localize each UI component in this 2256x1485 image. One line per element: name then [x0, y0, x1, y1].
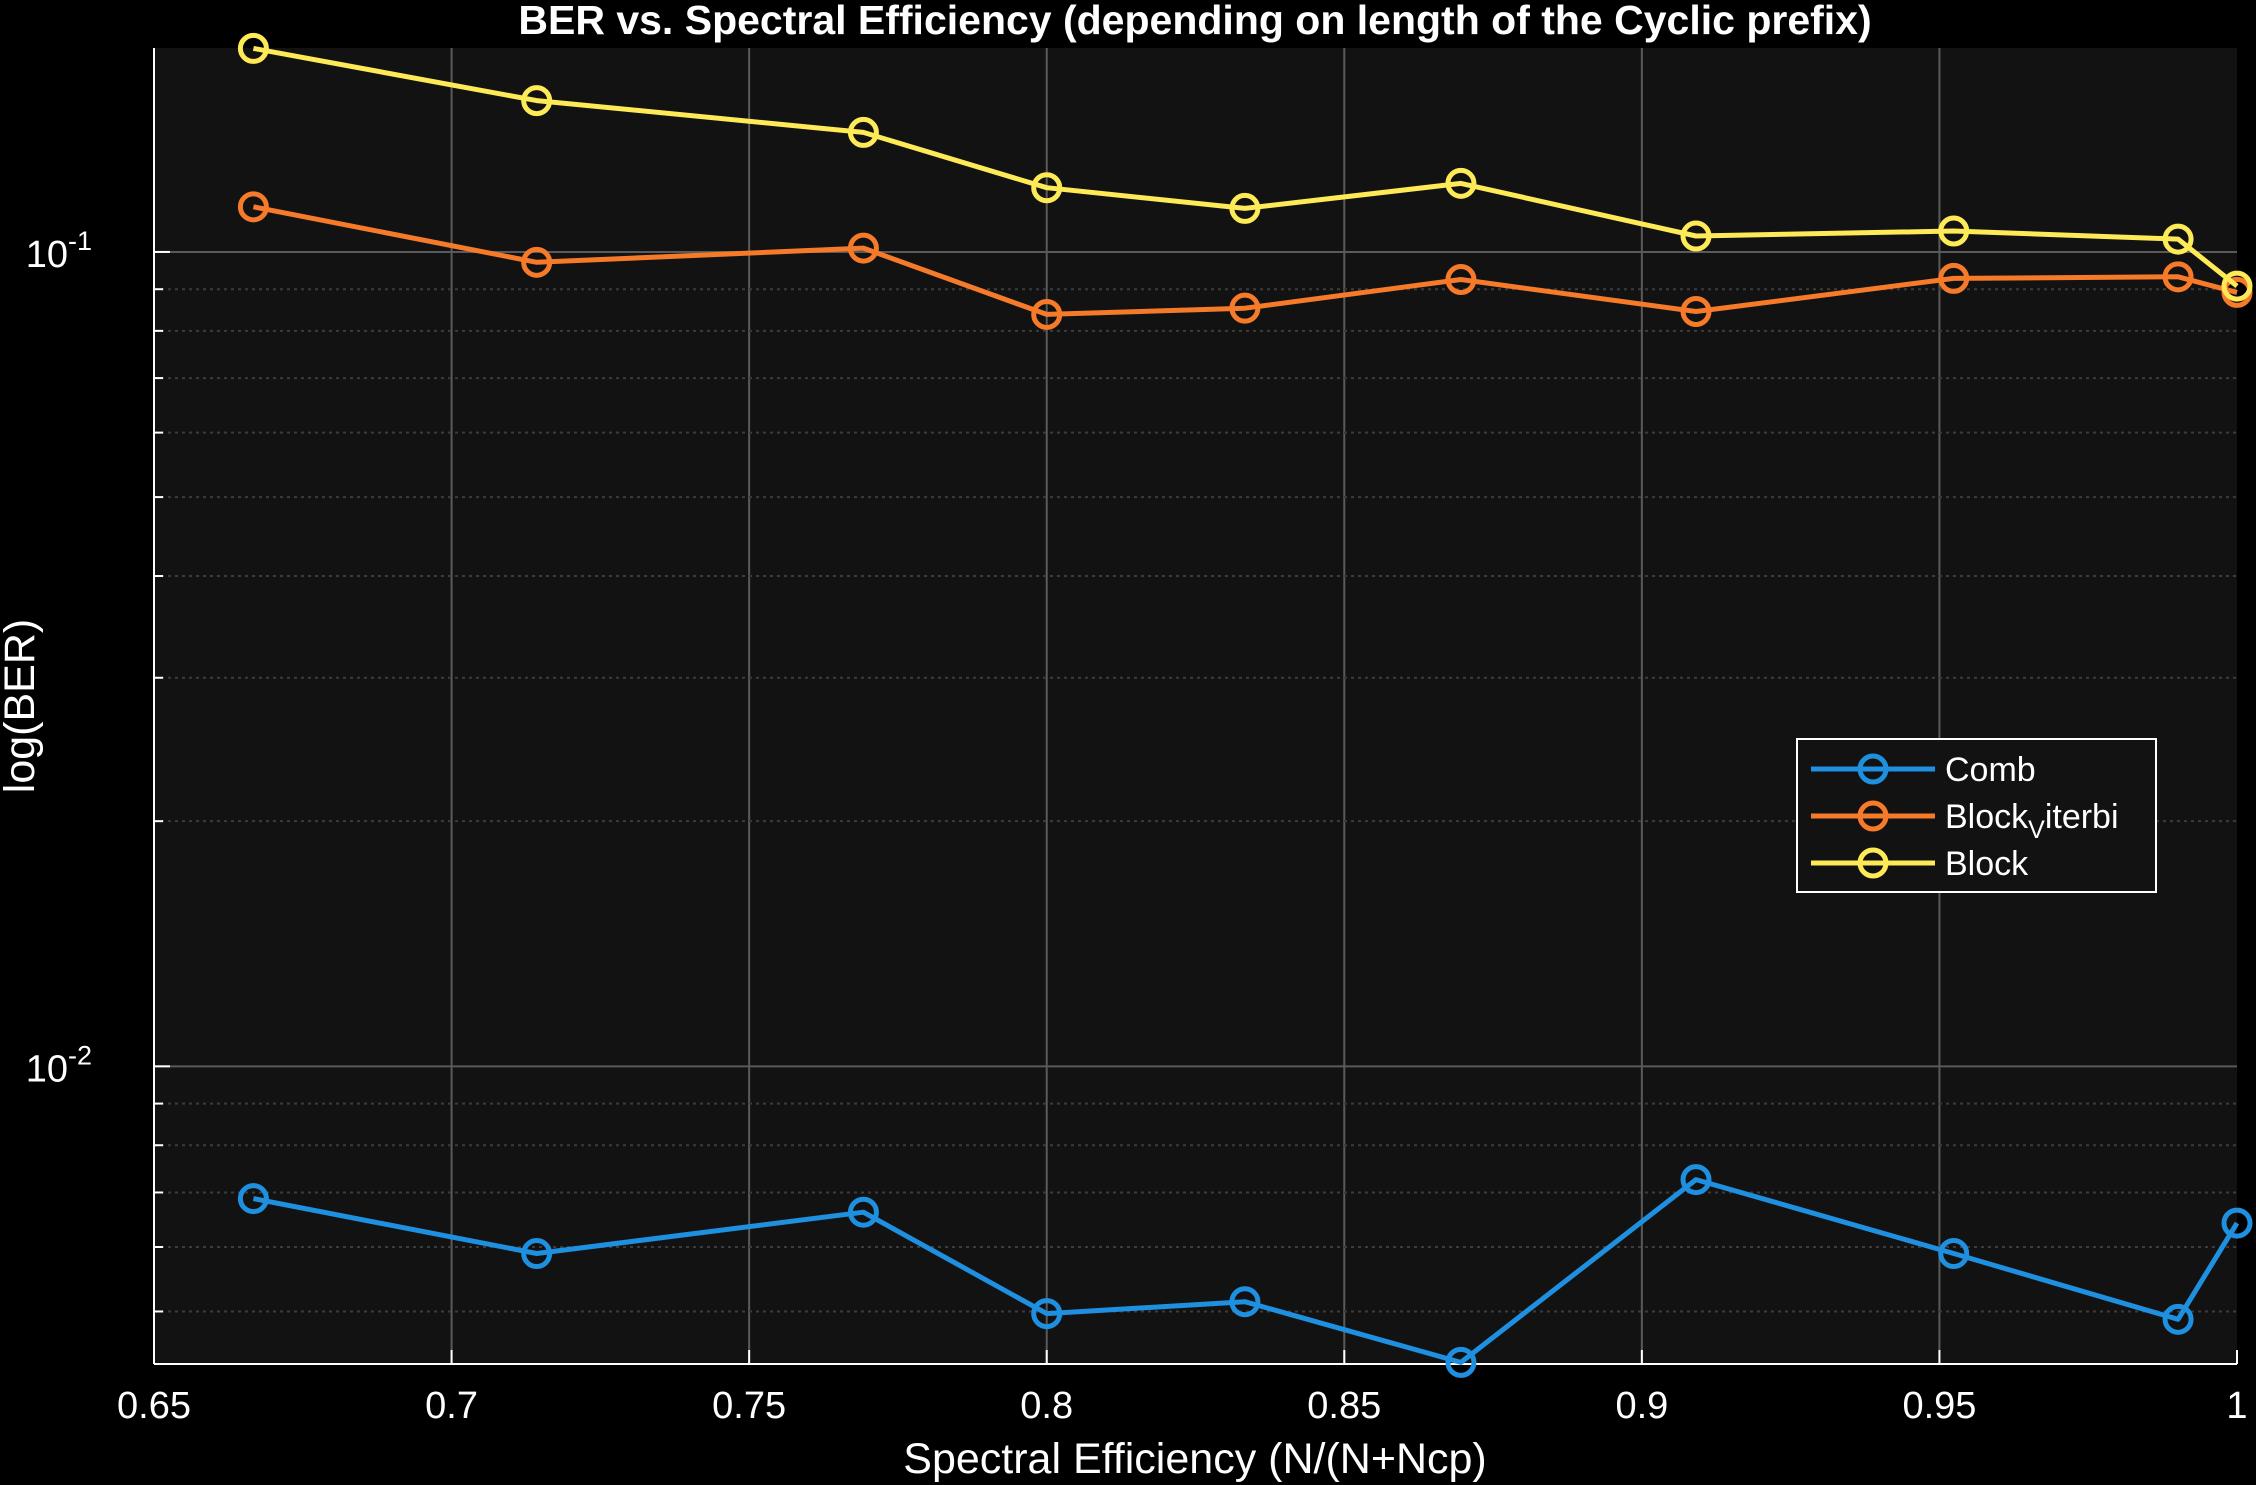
legend-marker	[1857, 800, 1889, 832]
data-point	[237, 1183, 269, 1215]
chart-title: BER vs. Spectral Efficiency (depending o…	[518, 0, 1871, 43]
y-tick-label: 10-2	[26, 1040, 92, 1090]
data-point	[1445, 264, 1477, 296]
x-tick-label: 0.7	[425, 1385, 478, 1427]
grid	[154, 48, 2237, 1364]
data-point	[1680, 220, 1712, 252]
data-point	[1031, 298, 1063, 330]
series-group	[237, 32, 2253, 1378]
legend-entry: Comb	[1811, 751, 2036, 789]
x-tick-label: 0.85	[1307, 1385, 1381, 1427]
data-point	[1938, 215, 1970, 247]
x-tick-label: 0.8	[1020, 1385, 1073, 1427]
series-line	[252, 1177, 2240, 1365]
series-3	[237, 32, 2253, 302]
data-point	[1229, 192, 1261, 224]
data-point	[1229, 292, 1261, 324]
data-point	[847, 232, 879, 264]
data-point	[1229, 1286, 1261, 1318]
data-point	[1445, 1346, 1477, 1378]
data-point	[1938, 262, 1970, 294]
y-axis-label: log(BER)	[0, 619, 44, 793]
data-point	[521, 246, 553, 278]
legend-marker	[1857, 753, 1889, 785]
data-point	[237, 32, 269, 64]
data-point	[2162, 223, 2194, 255]
x-axis-label: Spectral Efficiency (N/(N+Ncp)	[903, 1435, 1486, 1483]
axes	[153, 48, 2238, 1365]
data-point	[1031, 172, 1063, 204]
legend-entry: BlockViterbi	[1811, 798, 2119, 844]
data-point	[2162, 1303, 2194, 1335]
legend-entry: Block	[1811, 845, 2029, 883]
x-tick-label: 0.95	[1902, 1385, 1976, 1427]
series-line	[252, 204, 2238, 317]
data-point	[521, 85, 553, 117]
data-point	[1031, 1298, 1063, 1330]
legend-label: Comb	[1945, 751, 2036, 789]
data-point	[1938, 1238, 1970, 1270]
legend-marker	[1857, 847, 1889, 879]
y-tick-label: 10-1	[26, 226, 92, 276]
legend-label: Block	[1945, 845, 2029, 883]
x-tick-label: 0.9	[1615, 1385, 1668, 1427]
data-point	[1445, 167, 1477, 199]
x-tick-labels: 0.65 0.7 0.75 0.8 0.85 0.9 0.95 1	[117, 1385, 2248, 1427]
data-point	[237, 191, 269, 223]
legend-label: BlockViterbi	[1945, 798, 2119, 844]
data-point	[2221, 1207, 2253, 1239]
data-point	[521, 1238, 553, 1270]
x-tick-label: 0.75	[712, 1385, 786, 1427]
y-tick-labels: 10-1 10-2	[26, 226, 92, 1090]
plot-area	[154, 48, 2237, 1364]
data-point	[847, 116, 879, 148]
data-point	[1680, 296, 1712, 328]
series-1	[237, 1164, 2253, 1378]
data-point	[2162, 261, 2194, 293]
series-line	[252, 45, 2239, 289]
data-point	[2221, 270, 2253, 302]
x-tick-label: 1	[2226, 1385, 2247, 1427]
data-point	[1680, 1164, 1712, 1196]
x-tick-label: 0.65	[117, 1385, 191, 1427]
data-point	[847, 1196, 879, 1228]
